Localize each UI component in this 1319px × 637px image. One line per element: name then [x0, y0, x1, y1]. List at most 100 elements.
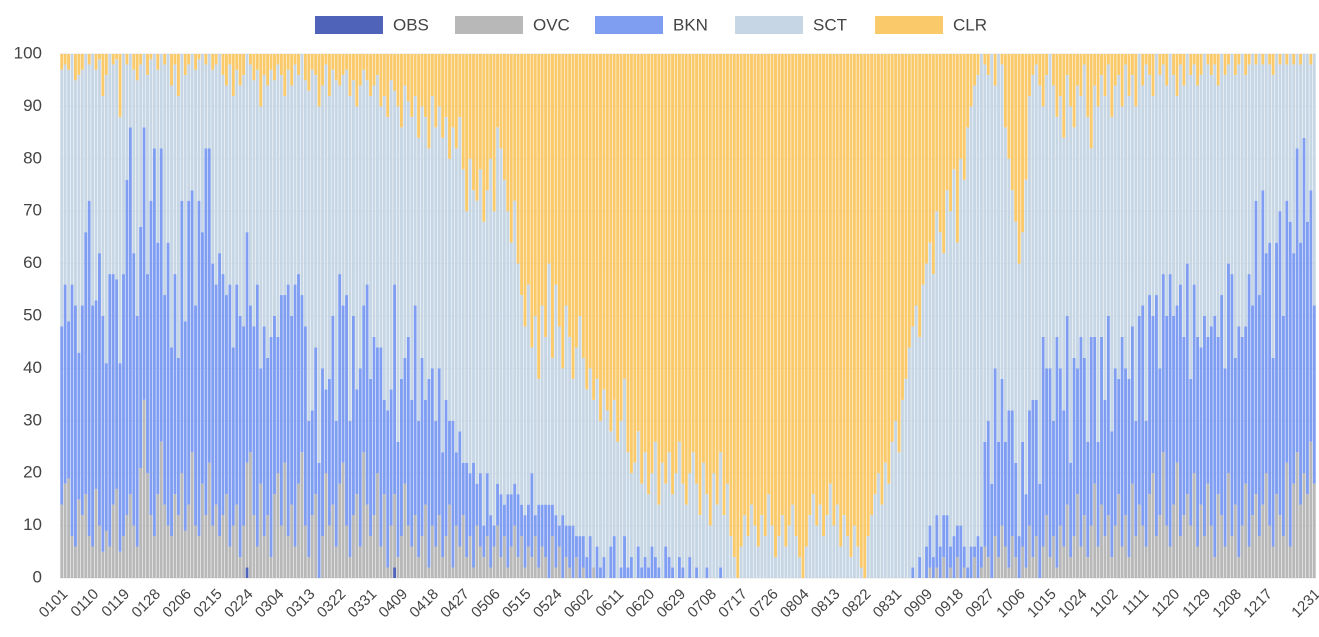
- bar-segment: [430, 525, 434, 578]
- bar-segment: [1182, 515, 1186, 578]
- bar-segment: [1237, 326, 1241, 558]
- bar-segment: [190, 54, 194, 191]
- bar-segment: [533, 515, 537, 537]
- bar-segment: [1216, 494, 1220, 578]
- bar-segment: [907, 54, 911, 348]
- bar-segment: [427, 54, 431, 149]
- bar-segment: [1285, 54, 1289, 65]
- bar-segment: [1151, 54, 1155, 96]
- bar-segment: [1199, 74, 1203, 348]
- bar-segment: [1031, 74, 1035, 400]
- bar-segment: [1124, 515, 1127, 578]
- bar-segment: [1021, 54, 1025, 233]
- bar-segment: [526, 504, 530, 547]
- bar-segment: [375, 347, 379, 474]
- x-tick-label: 0331: [345, 586, 381, 622]
- bar-segment: [605, 410, 609, 578]
- bar-segment: [1264, 473, 1268, 578]
- bar-segment: [448, 504, 451, 578]
- bar-segment: [592, 54, 596, 400]
- bar-segment: [1000, 525, 1004, 578]
- bar-segment: [448, 158, 451, 421]
- bar-segment: [60, 504, 64, 578]
- y-tick-label: 70: [23, 201, 42, 220]
- bar-segment: [1251, 305, 1254, 516]
- bar-segment: [1254, 200, 1258, 495]
- bar-segment: [523, 567, 527, 578]
- bar-segment: [643, 54, 647, 453]
- bar-segment: [588, 536, 592, 578]
- bar-segment: [619, 420, 623, 568]
- bar-segment: [969, 546, 973, 578]
- bar-segment: [537, 504, 541, 568]
- bar-segment: [928, 525, 932, 568]
- bar-segment: [1179, 54, 1182, 65]
- bar-segment: [520, 536, 524, 578]
- bar-segment: [200, 54, 204, 233]
- bar-segment: [883, 462, 887, 578]
- bar-segment: [1223, 368, 1227, 547]
- bar-segment: [1137, 316, 1141, 505]
- legend-label: SCT: [813, 15, 847, 34]
- bar-segment: [485, 54, 489, 191]
- bar-segment: [1302, 473, 1306, 578]
- y-tick-label: 40: [23, 358, 42, 377]
- bar-segment: [962, 546, 966, 568]
- bar-segment: [1079, 54, 1083, 96]
- bar-segment: [468, 158, 472, 474]
- bar-segment: [115, 279, 119, 489]
- x-tick-label: 1217: [1240, 586, 1276, 622]
- bar-segment: [94, 488, 98, 578]
- bar-segment: [358, 85, 362, 369]
- bar-segment: [756, 546, 760, 578]
- bar-segment: [379, 546, 383, 578]
- bar-segment: [118, 54, 122, 117]
- bar-segment: [1021, 546, 1025, 578]
- bar-segment: [1254, 54, 1258, 65]
- bar-segment: [1247, 546, 1251, 578]
- bar-segment: [231, 54, 235, 96]
- bar-segment: [1261, 54, 1265, 65]
- bar-segment: [739, 54, 743, 547]
- bar-segment: [341, 462, 345, 578]
- bar-segment: [763, 536, 767, 578]
- bar-segment: [211, 263, 215, 526]
- bar-segment: [128, 127, 132, 495]
- bar-segment: [1103, 536, 1107, 578]
- bar-segment: [1209, 54, 1213, 75]
- bar-segment: [808, 515, 812, 578]
- bar-segment: [986, 54, 990, 75]
- bar-segment: [475, 525, 479, 578]
- bar-segment: [945, 515, 949, 578]
- x-tick-label: 0927: [962, 586, 998, 622]
- bar-segment: [1285, 200, 1289, 463]
- legend-swatch: [595, 16, 663, 34]
- bar-segment: [1175, 54, 1179, 96]
- bar-segment: [983, 64, 987, 442]
- bar-segment: [1045, 74, 1049, 369]
- bar-segment: [1065, 316, 1069, 505]
- bar-segment: [283, 95, 287, 296]
- bar-segment: [575, 557, 578, 578]
- bar-segment: [657, 504, 661, 568]
- bar-segment: [815, 525, 819, 578]
- bar-segment: [973, 54, 976, 86]
- bar-segment: [828, 54, 832, 484]
- bar-segment: [1010, 410, 1014, 537]
- bar-segment: [252, 54, 256, 81]
- bar-segment: [98, 253, 101, 526]
- bar-segment: [194, 69, 197, 306]
- bar-segment: [200, 483, 204, 578]
- bar-segment: [1072, 536, 1076, 578]
- bar-segment: [626, 54, 630, 453]
- bar-segment: [949, 546, 952, 568]
- bar-segment: [252, 515, 256, 578]
- bar-segment: [307, 90, 311, 421]
- bar-segment: [104, 363, 108, 531]
- bar-segment: [1172, 316, 1176, 505]
- bar-segment: [372, 85, 376, 337]
- bar-segment: [1257, 295, 1261, 537]
- bar-segment: [386, 410, 390, 568]
- bar-segment: [1161, 452, 1165, 578]
